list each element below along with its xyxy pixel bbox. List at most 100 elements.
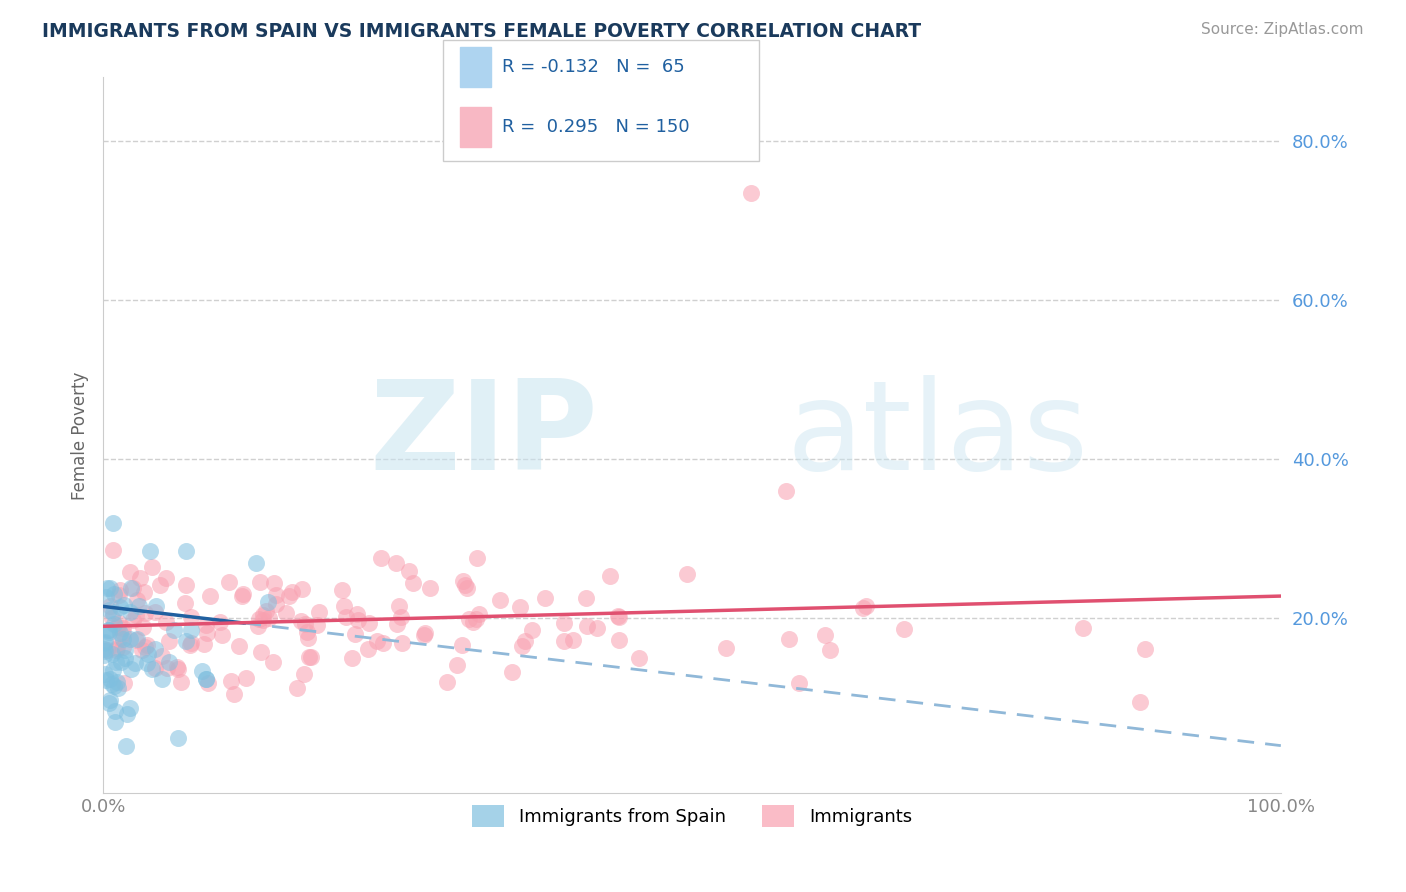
Point [166,660,188,674]
Point [292,666,315,681]
Point [98,673,121,687]
Point [419,581,441,595]
Point [138,647,160,661]
Text: IMMIGRANTS FROM SPAIN VS IMMIGRANTS FEMALE POVERTY CORRELATION CHART: IMMIGRANTS FROM SPAIN VS IMMIGRANTS FEMA… [42,22,921,41]
Point [112,598,135,612]
Point [107,681,129,695]
Point [262,655,284,669]
Point [108,626,131,640]
Point [1128,695,1150,709]
Point [149,577,172,591]
Point [143,660,166,674]
Point [103,516,125,530]
Point [145,599,167,613]
Point [107,588,129,602]
Point [357,642,380,657]
Point [465,551,488,566]
Point [281,584,304,599]
Point [141,560,163,574]
Point [135,638,157,652]
Point [458,612,481,626]
Point [115,706,138,721]
Point [298,649,321,664]
Point [108,631,131,645]
Point [294,617,316,632]
Point [156,661,179,675]
Point [101,542,124,557]
Point [852,601,875,615]
Point [208,615,231,630]
Point [132,620,155,634]
Point [125,592,148,607]
Point [104,704,127,718]
Point [104,643,127,657]
Point [198,589,221,603]
Point [108,615,131,630]
Point [219,674,242,689]
Point [787,676,810,690]
Point [98,599,121,614]
Point [103,617,125,632]
Point [98,693,121,707]
Point [266,588,288,602]
Point [257,595,280,609]
Point [553,634,575,648]
Point [512,639,534,653]
Point [359,615,381,630]
Point [98,603,121,617]
Point [513,634,536,648]
Point [122,581,145,595]
Point [346,607,368,622]
Point [118,605,141,619]
Point [814,628,837,642]
Point [1133,642,1156,657]
Point [607,632,630,647]
Point [110,655,132,669]
Point [716,641,738,656]
Point [134,606,156,620]
Point [257,610,280,624]
Text: atlas: atlas [786,375,1088,496]
Point [108,583,131,598]
Point [105,641,128,656]
Point [389,610,412,624]
Point [112,621,135,635]
Point [114,642,136,657]
Point [98,624,121,639]
Point [132,584,155,599]
Point [98,581,121,595]
Point [343,627,366,641]
Point [131,643,153,657]
Point [252,608,274,623]
Point [307,617,329,632]
Point [413,625,436,640]
Point [93,648,115,662]
Point [197,676,219,690]
Point [254,604,277,618]
Point [276,606,298,620]
Point [501,665,523,680]
Point [451,574,474,588]
Point [740,186,762,200]
Text: R =  0.295   N = 150: R = 0.295 N = 150 [502,118,689,136]
Text: R = -0.132   N =  65: R = -0.132 N = 65 [502,58,685,76]
Point [143,605,166,619]
Point [128,599,150,613]
Point [155,571,177,585]
Point [105,674,128,689]
Point [607,610,630,624]
Point [173,596,195,610]
Point [370,550,392,565]
Point [101,664,124,678]
Point [628,650,651,665]
Point [194,672,217,686]
Point [94,644,117,658]
Point [112,675,135,690]
Point [93,634,115,648]
Point [107,620,129,634]
Point [468,607,491,621]
Point [96,643,118,657]
Point [464,612,486,626]
Point [98,623,121,637]
Point [297,631,319,645]
